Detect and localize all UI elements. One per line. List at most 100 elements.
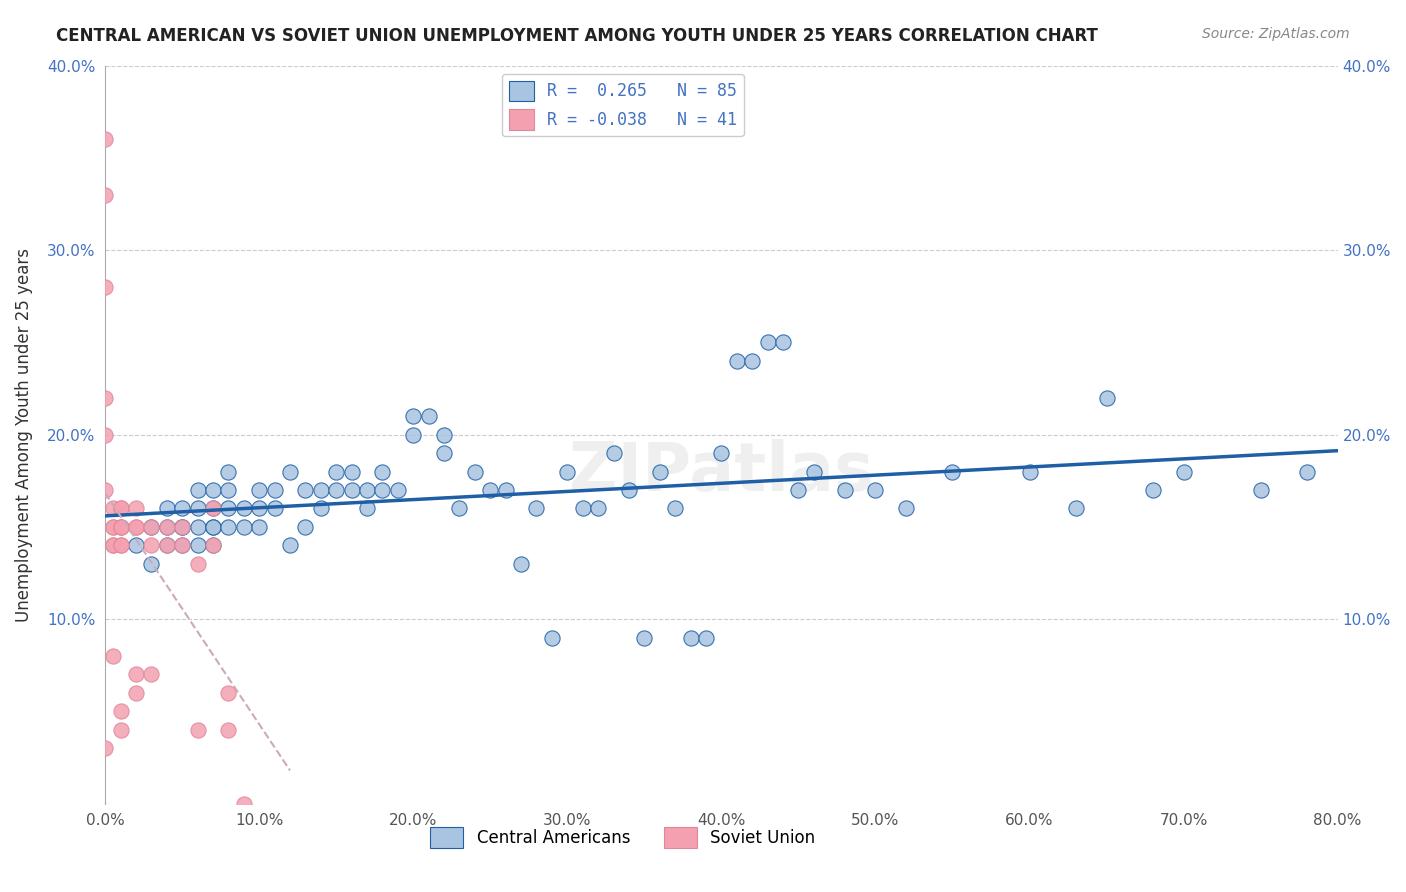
- Point: [187, 520, 209, 534]
- Point: [94, 132, 117, 146]
- Point: [294, 520, 316, 534]
- Point: [449, 501, 471, 516]
- Point: [94, 483, 117, 497]
- Point: [110, 705, 132, 719]
- Point: [402, 409, 425, 424]
- Point: [141, 520, 163, 534]
- Point: [94, 280, 117, 294]
- Point: [787, 483, 810, 497]
- Point: [633, 631, 655, 645]
- Point: [695, 631, 717, 645]
- Point: [278, 538, 301, 552]
- Point: [232, 797, 254, 811]
- Point: [263, 483, 285, 497]
- Point: [510, 557, 533, 571]
- Legend: Central Americans, Soviet Union: Central Americans, Soviet Union: [423, 821, 823, 855]
- Point: [156, 501, 179, 516]
- Point: [201, 520, 224, 534]
- Point: [125, 501, 148, 516]
- Point: [156, 520, 179, 534]
- Point: [172, 501, 194, 516]
- Point: [172, 538, 194, 552]
- Point: [1018, 465, 1040, 479]
- Point: [1095, 391, 1118, 405]
- Point: [217, 483, 239, 497]
- Point: [172, 520, 194, 534]
- Point: [309, 483, 332, 497]
- Point: [201, 501, 224, 516]
- Point: [110, 723, 132, 737]
- Point: [941, 465, 963, 479]
- Point: [141, 538, 163, 552]
- Point: [1250, 483, 1272, 497]
- Point: [125, 538, 148, 552]
- Point: [201, 483, 224, 497]
- Point: [187, 538, 209, 552]
- Point: [232, 520, 254, 534]
- Point: [201, 538, 224, 552]
- Point: [156, 538, 179, 552]
- Point: [555, 465, 578, 479]
- Point: [201, 520, 224, 534]
- Point: [247, 501, 270, 516]
- Point: [278, 465, 301, 479]
- Point: [125, 667, 148, 681]
- Point: [217, 501, 239, 516]
- Point: [247, 520, 270, 534]
- Point: [110, 538, 132, 552]
- Point: [217, 465, 239, 479]
- Point: [865, 483, 887, 497]
- Point: [247, 483, 270, 497]
- Point: [464, 465, 486, 479]
- Point: [110, 520, 132, 534]
- Point: [172, 538, 194, 552]
- Point: [172, 520, 194, 534]
- Point: [217, 520, 239, 534]
- Point: [294, 483, 316, 497]
- Point: [1295, 465, 1317, 479]
- Text: Source: ZipAtlas.com: Source: ZipAtlas.com: [1202, 27, 1350, 41]
- Point: [356, 501, 378, 516]
- Point: [371, 465, 394, 479]
- Point: [617, 483, 640, 497]
- Point: [679, 631, 702, 645]
- Point: [125, 520, 148, 534]
- Y-axis label: Unemployment Among Youth under 25 years: Unemployment Among Youth under 25 years: [15, 248, 32, 622]
- Point: [172, 520, 194, 534]
- Point: [217, 723, 239, 737]
- Point: [495, 483, 517, 497]
- Point: [141, 520, 163, 534]
- Point: [94, 187, 117, 202]
- Text: CENTRAL AMERICAN VS SOVIET UNION UNEMPLOYMENT AMONG YOUTH UNDER 25 YEARS CORRELA: CENTRAL AMERICAN VS SOVIET UNION UNEMPLO…: [56, 27, 1098, 45]
- Point: [187, 723, 209, 737]
- Point: [433, 427, 456, 442]
- Point: [141, 557, 163, 571]
- Point: [309, 501, 332, 516]
- Point: [526, 501, 548, 516]
- Point: [340, 465, 363, 479]
- Point: [187, 483, 209, 497]
- Point: [325, 465, 347, 479]
- Point: [602, 446, 624, 460]
- Point: [541, 631, 564, 645]
- Point: [125, 686, 148, 700]
- Point: [664, 501, 686, 516]
- Point: [479, 483, 502, 497]
- Point: [371, 483, 394, 497]
- Point: [94, 427, 117, 442]
- Point: [571, 501, 593, 516]
- Point: [648, 465, 671, 479]
- Point: [110, 501, 132, 516]
- Point: [756, 335, 779, 350]
- Point: [710, 446, 733, 460]
- Point: [201, 538, 224, 552]
- Point: [110, 501, 132, 516]
- Point: [387, 483, 409, 497]
- Point: [586, 501, 609, 516]
- Point: [125, 520, 148, 534]
- Point: [834, 483, 856, 497]
- Point: [1142, 483, 1164, 497]
- Point: [110, 520, 132, 534]
- Point: [110, 538, 132, 552]
- Point: [803, 465, 825, 479]
